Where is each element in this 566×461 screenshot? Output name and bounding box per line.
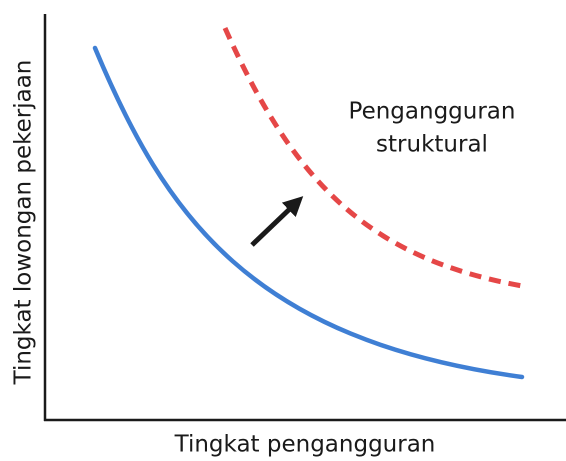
beveridge-curve — [92, 45, 525, 380]
shifted-curve — [222, 26, 529, 290]
annotation: Pengangguran — [349, 99, 516, 125]
y-axis-label: Tingkat lowongan pekerjaan — [11, 60, 37, 386]
shift-arrow — [250, 196, 304, 247]
annotation: struktural — [376, 132, 488, 158]
x-axis-label: Tingkat pengangguran — [174, 432, 436, 458]
